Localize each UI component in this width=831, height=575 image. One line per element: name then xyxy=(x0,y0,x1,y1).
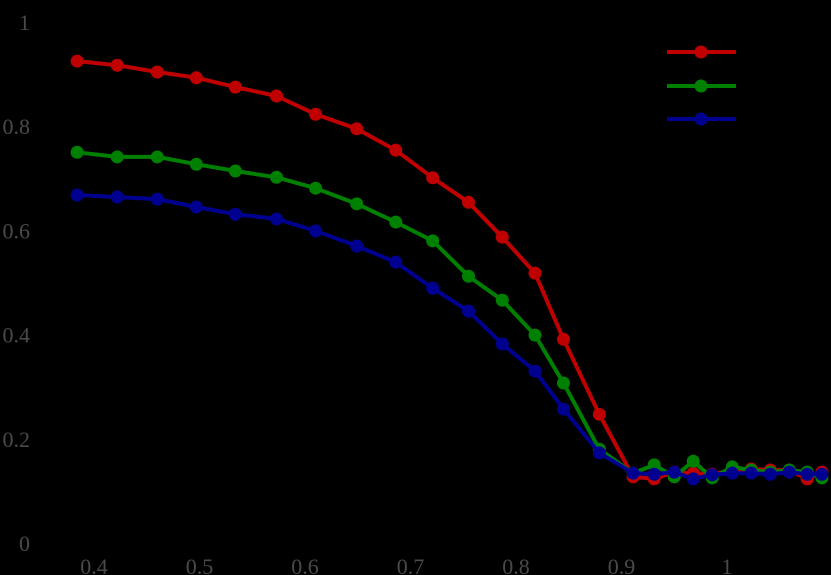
data-point-marker xyxy=(150,65,164,79)
data-point-marker xyxy=(782,465,796,479)
data-point-marker xyxy=(70,188,84,202)
data-point-marker xyxy=(309,107,323,121)
data-point-marker xyxy=(686,472,700,486)
y-tick-label: 0.6 xyxy=(3,218,31,243)
data-point-marker xyxy=(462,269,476,283)
data-point-marker xyxy=(350,122,364,136)
data-point-marker xyxy=(189,157,203,171)
data-point-marker xyxy=(686,454,700,468)
legend-entry-0 xyxy=(667,45,736,59)
data-point-marker xyxy=(556,376,570,390)
series-2 xyxy=(70,188,829,486)
data-point-marker xyxy=(426,234,440,248)
data-point-marker xyxy=(800,467,814,481)
data-point-marker xyxy=(228,80,242,94)
data-point-marker xyxy=(556,332,570,346)
legend-marker-icon xyxy=(694,79,708,93)
data-point-marker xyxy=(647,467,661,481)
data-point-marker xyxy=(70,145,84,159)
y-tick-label: 0 xyxy=(19,531,30,556)
data-point-marker xyxy=(189,200,203,214)
series-layer xyxy=(70,54,829,486)
y-axis-ticks: 0 0.2 0.4 0.6 0.8 1 xyxy=(3,10,31,556)
x-tick-label: 0.7 xyxy=(397,554,425,575)
data-point-marker xyxy=(528,328,542,342)
data-point-marker xyxy=(725,466,739,480)
legend-entry-2 xyxy=(667,112,736,126)
data-point-marker xyxy=(110,58,124,72)
data-point-marker xyxy=(647,458,661,472)
data-point-marker xyxy=(270,212,284,226)
legend xyxy=(667,45,736,126)
data-point-marker xyxy=(462,304,476,318)
data-point-marker xyxy=(528,364,542,378)
data-point-marker xyxy=(270,170,284,184)
data-point-marker xyxy=(309,224,323,238)
data-point-marker xyxy=(150,192,164,206)
data-point-marker xyxy=(495,293,509,307)
data-point-marker xyxy=(70,54,84,68)
data-point-marker xyxy=(189,71,203,85)
data-point-marker xyxy=(495,337,509,351)
data-point-marker xyxy=(462,195,476,209)
data-point-marker xyxy=(110,190,124,204)
data-point-marker xyxy=(270,89,284,103)
data-point-marker xyxy=(592,446,606,460)
x-tick-label: 0.6 xyxy=(291,554,319,575)
data-point-marker xyxy=(228,207,242,221)
x-tick-label: 1 xyxy=(722,554,733,575)
x-axis-ticks: 0.4 0.5 0.6 0.7 0.8 0.9 1 xyxy=(80,554,732,575)
legend-marker-icon xyxy=(694,45,708,59)
data-point-marker xyxy=(350,239,364,253)
data-point-marker xyxy=(744,466,758,480)
data-point-marker xyxy=(763,467,777,481)
data-point-marker xyxy=(389,215,403,229)
data-point-marker xyxy=(815,467,829,481)
data-point-marker xyxy=(592,407,606,421)
data-point-marker xyxy=(228,164,242,178)
y-tick-label: 1 xyxy=(19,10,30,35)
x-tick-label: 0.4 xyxy=(80,554,108,575)
data-point-marker xyxy=(626,466,640,480)
x-tick-label: 0.9 xyxy=(608,554,636,575)
data-point-marker xyxy=(150,150,164,164)
data-point-marker xyxy=(389,255,403,269)
data-point-marker xyxy=(528,266,542,280)
x-tick-label: 0.8 xyxy=(502,554,530,575)
y-tick-label: 0.4 xyxy=(3,323,31,348)
x-tick-label: 0.5 xyxy=(186,554,214,575)
y-tick-label: 0.2 xyxy=(3,427,31,452)
legend-entry-1 xyxy=(667,79,736,93)
data-point-marker xyxy=(705,468,719,482)
data-point-marker xyxy=(556,402,570,416)
data-point-marker xyxy=(309,181,323,195)
legend-marker-icon xyxy=(694,112,708,126)
data-point-marker xyxy=(426,281,440,295)
y-tick-label: 0.8 xyxy=(3,114,31,139)
data-point-marker xyxy=(350,197,364,211)
data-point-marker xyxy=(389,143,403,157)
data-point-marker xyxy=(426,171,440,185)
data-point-marker xyxy=(667,465,681,479)
data-point-marker xyxy=(110,150,124,164)
data-point-marker xyxy=(495,230,509,244)
